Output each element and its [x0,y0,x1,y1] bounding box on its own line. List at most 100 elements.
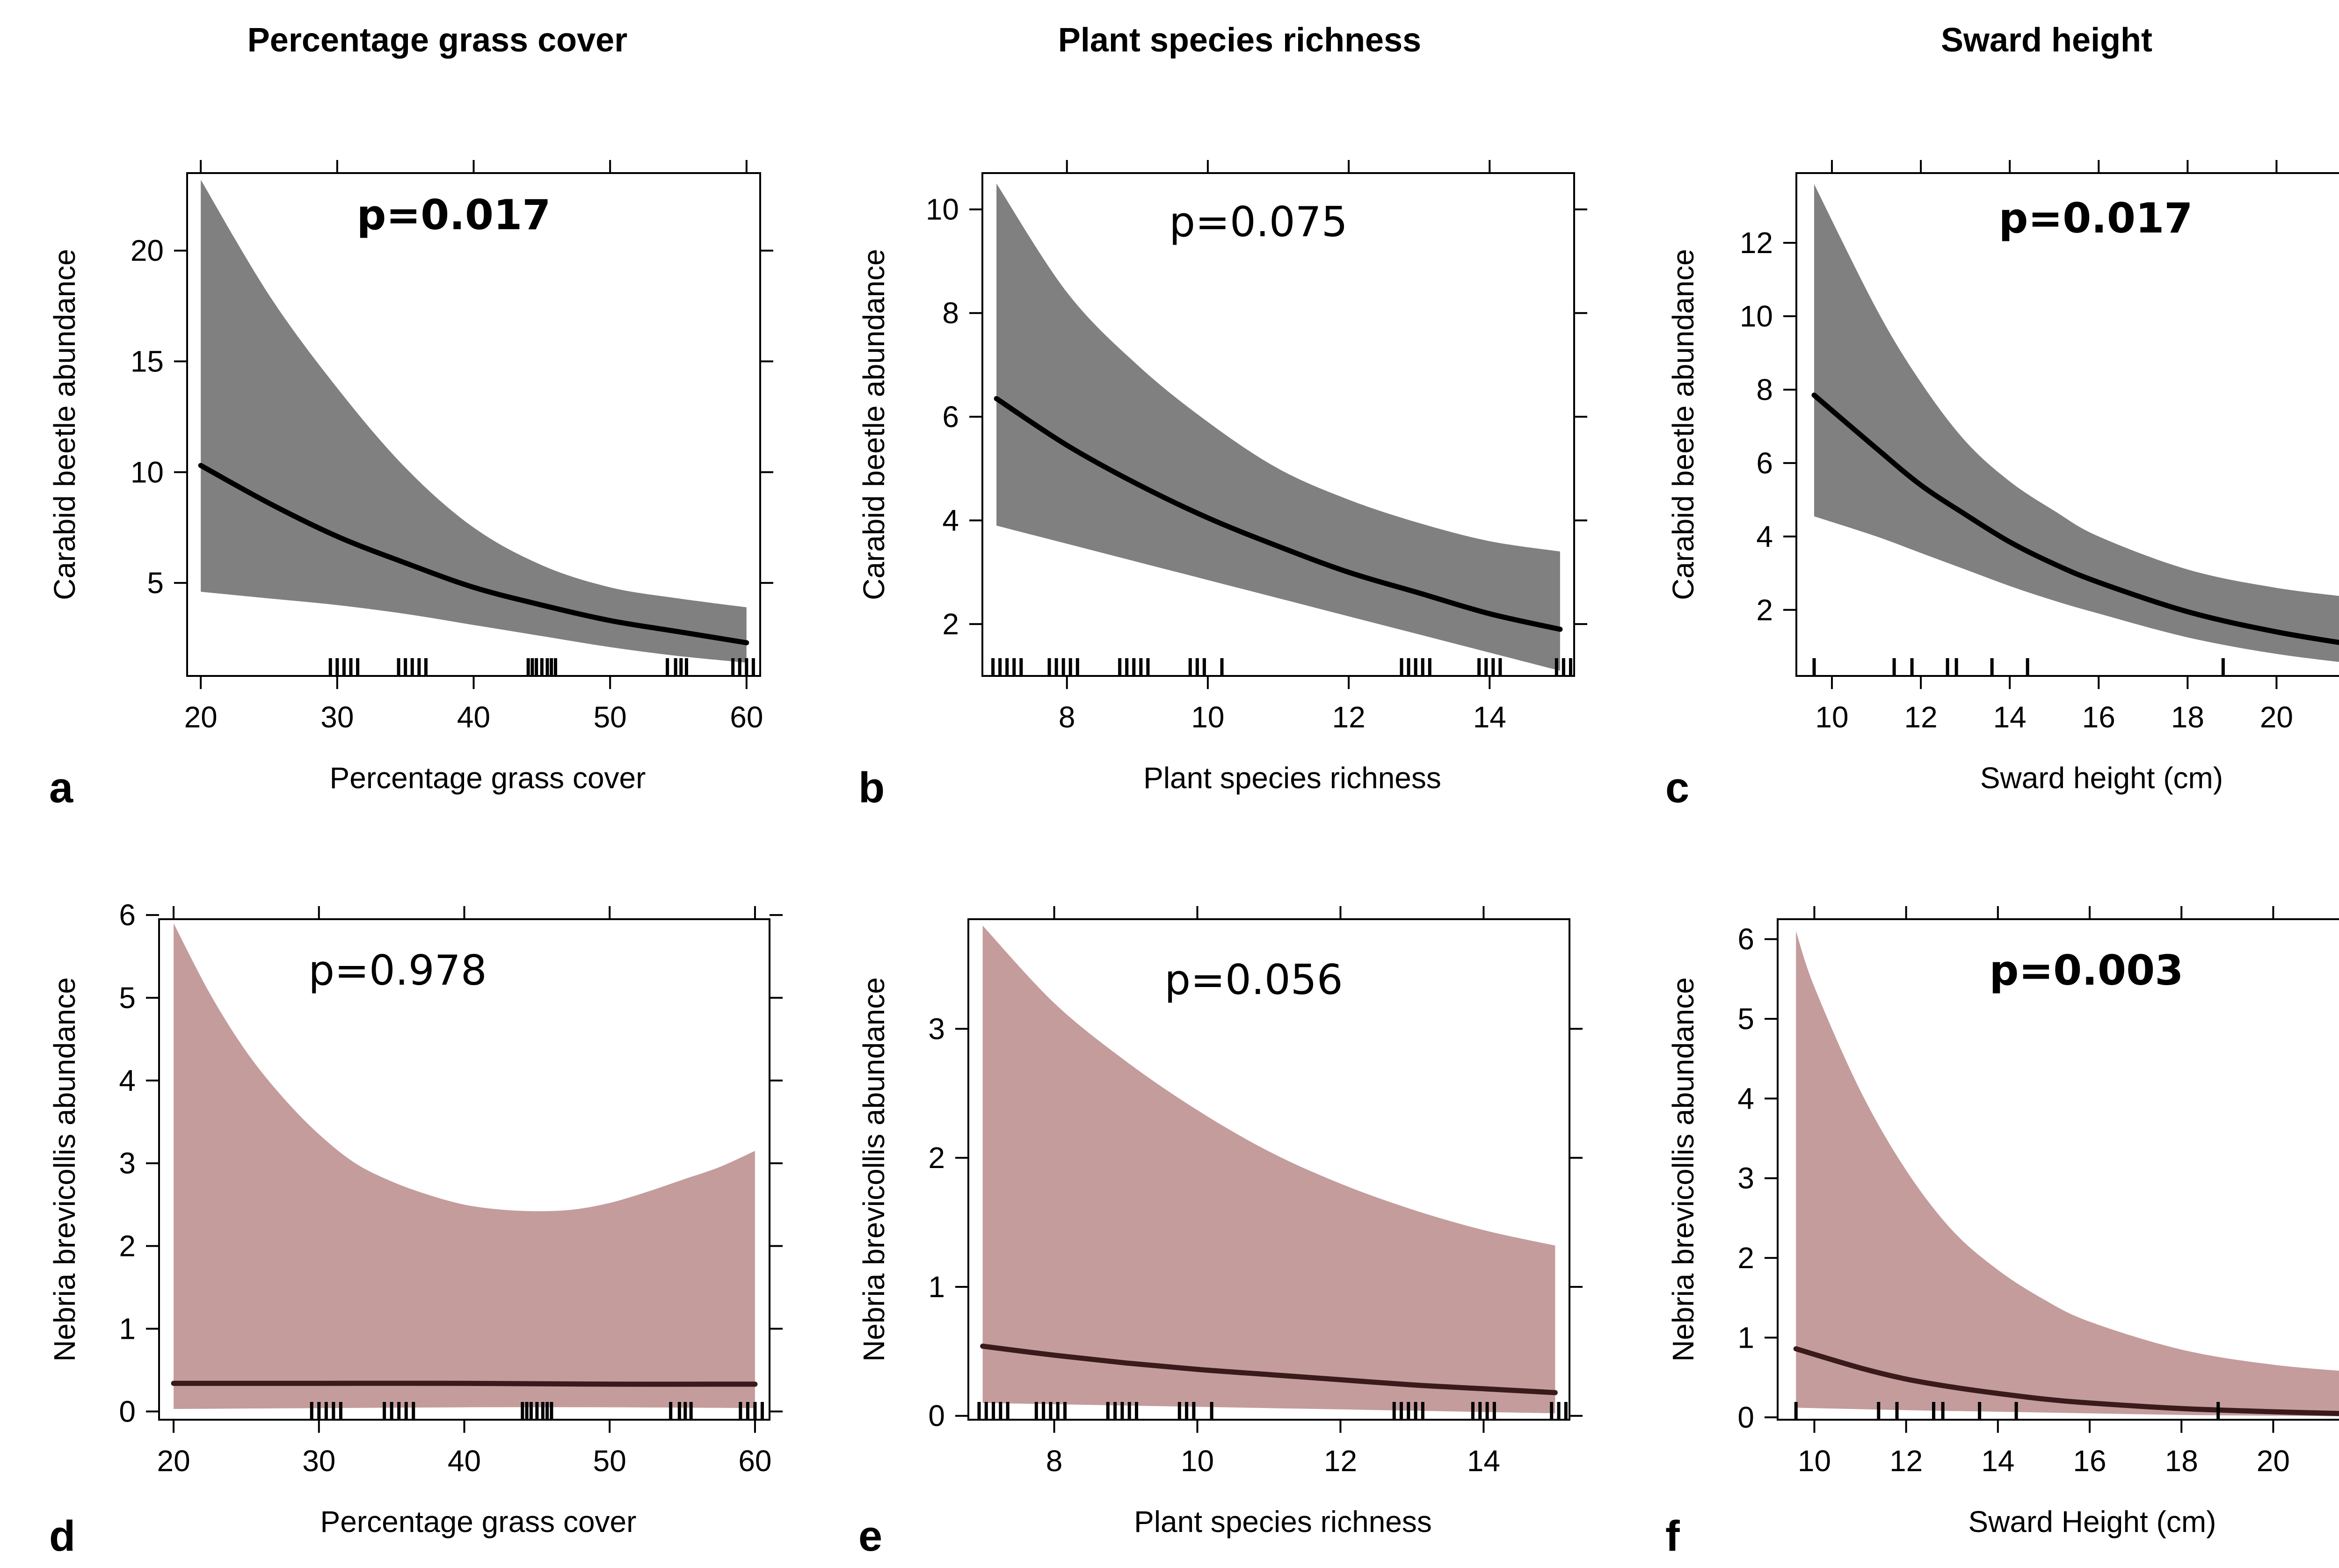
p-value-e: p=0.056 [1164,956,1343,1004]
plot-frame-f [1777,918,2339,1421]
x-tick-label: 10 [1815,700,1848,734]
y-tick-label: 8 [1756,373,1773,407]
x-tick-label: 20 [2257,1444,2290,1478]
y-tick-label: 20 [131,234,164,268]
y-tick-label: 1 [119,1312,136,1345]
panel-b: 8 10 12 14 2 4 6 8 10 Plant species richness Carab… [857,160,1587,812]
plot-frame-b [981,172,1575,677]
confidence-band-a [201,180,747,663]
panel-letter-a: a [49,764,73,812]
panel-letter-d: d [49,1512,75,1560]
y-tick-label: 6 [1756,446,1773,480]
column-title-sward-height: Sward height [1941,22,2152,59]
y-tick-label: 2 [928,1141,945,1175]
x-tick-label: 30 [302,1444,335,1478]
p-value-c: p=0.017 [1998,194,2193,242]
x-axis-label-d: Percentage grass cover [320,1505,637,1539]
rug-a [328,658,755,675]
y-tick-label: 5 [119,981,136,1015]
y-tick-label: 2 [942,607,959,641]
panel-letter-c: c [1665,764,1689,812]
y-axis-label-d: Nebria brevicollis abundance [48,977,81,1362]
y-tick-label: 6 [119,898,136,932]
column-title-species-richness: Plant species richness [1058,22,1421,59]
panel-f: 101214161820220123456Sward Height (cm)Ne… [1665,906,2339,1560]
y-tick-label: 15 [131,345,164,378]
y-tick-label: 10 [131,455,164,489]
rug-c [1812,658,2225,675]
y-tick-label: 12 [1740,226,1773,260]
fit-line-f [1793,1346,2339,1416]
y-tick-label: 3 [928,1012,945,1045]
y-tick-label: 4 [119,1064,136,1097]
x-tick-label: 12 [1332,700,1366,734]
y-axis-label-e: Nebria brevicollis abundance [857,977,891,1362]
confidence-band-b [996,183,1560,671]
panel-d: 20 30 40 50 60 0 1 2 3 4 5 6 Percentage grass cover N… [48,898,783,1560]
p-value-a: p=0.017 [356,191,551,239]
panel-letter-f: f [1665,1512,1680,1560]
x-tick-label: 20 [157,1444,190,1478]
confidence-band-d [174,923,755,1409]
y-tick-label: 4 [1756,520,1773,553]
p-value-f: p=0.003 [1989,946,2183,995]
x-tick-label: 60 [738,1444,771,1478]
x-tick-label: 50 [593,1444,626,1478]
x-tick-label: 20 [184,700,218,734]
x-tick-label: 12 [1324,1444,1357,1478]
y-tick-label: 8 [942,296,959,330]
y-tick-label: 4 [942,504,959,537]
x-tick-label: 60 [730,700,763,734]
y-tick-label: 5 [147,566,164,600]
x-tick-label: 10 [1798,1444,1831,1478]
x-tick-label: 12 [1889,1444,1923,1478]
y-tick-label: 2 [119,1229,136,1263]
plot-frame-c [1795,172,2339,677]
x-tick-label: 8 [1059,700,1075,734]
y-tick-label: 0 [1737,1401,1754,1434]
y-tick-label: 0 [928,1399,945,1433]
y-tick-label: 3 [1737,1161,1754,1195]
x-tick-label: 14 [1993,700,2027,734]
panel-a: 20 30 40 50 60 5 10 15 20 Percentage grass cover C… [48,160,773,812]
y-tick-label: 0 [119,1394,136,1428]
rug-f [1794,1402,2220,1419]
fit-line-e [980,1343,1558,1395]
p-value-b: p=0.075 [1169,198,1348,246]
plot-frame-e [967,918,1570,1421]
panel-letter-e: e [858,1512,882,1560]
x-tick-label: 18 [2165,1444,2198,1478]
y-tick-label: 3 [119,1147,136,1180]
y-tick-label: 6 [942,400,959,434]
panel-letter-b: b [858,764,885,812]
panel-c: 1012141618202224681012Sward height (cm)C… [1665,160,2339,812]
rug-b [991,658,1572,675]
x-tick-label: 30 [320,700,354,734]
x-tick-label: 18 [2171,700,2204,734]
y-tick-label: 5 [1737,1002,1754,1036]
x-tick-label: 10 [1181,1444,1214,1478]
x-tick-label: 20 [2260,700,2293,734]
y-tick-label: 4 [1737,1082,1754,1115]
y-axis-label-c: Carabid beetle abundance [1666,249,1700,600]
x-axis-label-f: Sward Height (cm) [1969,1505,2216,1539]
rug-e [977,1402,1568,1419]
x-tick-label: 40 [448,1444,481,1478]
x-tick-label: 14 [1467,1444,1500,1478]
confidence-band-c [1814,184,2339,662]
fit-line-a [198,463,749,646]
y-tick-label: 2 [1737,1241,1754,1275]
y-tick-label: 1 [1737,1321,1754,1355]
y-tick-label: 1 [928,1270,945,1304]
fit-line-d [171,1380,758,1387]
x-tick-label: 16 [2082,700,2115,734]
x-tick-label: 40 [457,700,490,734]
y-axis-label-a: Carabid beetle abundance [48,249,81,600]
p-value-d: p=0.978 [308,946,487,995]
x-tick-label: 12 [1904,700,1938,734]
confidence-band-f [1796,931,2339,1416]
y-tick-label: 6 [1737,922,1754,956]
